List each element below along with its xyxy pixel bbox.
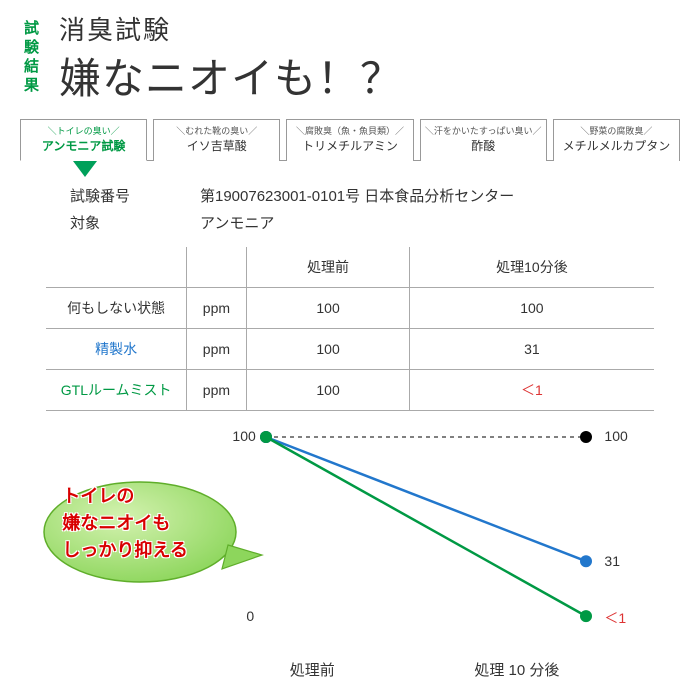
tab-title: トリメチルアミン <box>289 137 410 154</box>
tab-1[interactable]: ＼むれた靴の臭い／イソ吉草酸 <box>153 119 280 161</box>
table-row: 精製水ppm10031 <box>46 329 653 370</box>
info-value: 第19007623001-0101号 日本食品分析センター <box>200 185 514 206</box>
col-header: 処理前 <box>246 247 409 288</box>
tab-title: アンモニア試験 <box>23 137 144 154</box>
tab-2[interactable]: ＼腐敗臭（魚・魚貝類）／トリメチルアミン <box>286 119 413 161</box>
bubble-text: トイレの嫌なニオイもしっかり抑える <box>62 483 187 564</box>
row-before: 100 <box>246 370 409 411</box>
x-after: 処理 10 分後 <box>474 659 559 680</box>
info-label: 試験番号 <box>70 185 200 206</box>
tab-subtitle: ＼腐敗臭（魚・魚貝類）／ <box>289 124 410 137</box>
title-small: 消臭試験 <box>59 10 403 47</box>
row-after: 31 <box>410 329 654 370</box>
right-100: 100 <box>604 428 627 444</box>
title-big: 嫌なニオイも！？ <box>59 45 403 106</box>
col-header: 処理10分後 <box>410 247 654 288</box>
header: 試験結果 消臭試験 嫌なニオイも！？ <box>20 10 680 106</box>
x-axis-labels: 処理前 処理 10 分後 <box>220 655 629 680</box>
info-row: 試験番号第19007623001-0101号 日本食品分析センター <box>70 185 680 206</box>
side-label: 試験結果 <box>20 10 41 96</box>
active-tab-arrow <box>20 161 680 179</box>
tab-title: 酢酸 <box>423 137 544 154</box>
y-bottom-label: 0 <box>246 608 254 624</box>
tabs: ＼トイレの臭い／アンモニア試験＼むれた靴の臭い／イソ吉草酸＼腐敗臭（魚・魚貝類）… <box>20 118 680 161</box>
row-after: 100 <box>410 288 654 329</box>
row-before: 100 <box>246 288 409 329</box>
x-before: 処理前 <box>290 659 335 680</box>
info-block: 試験番号第19007623001-0101号 日本食品分析センター対象アンモニア <box>20 179 680 247</box>
row-before: 100 <box>246 329 409 370</box>
row-after: ＜1 <box>410 370 654 411</box>
tab-subtitle: ＼汗をかいたすっぱい臭い／ <box>423 124 544 137</box>
row-unit: ppm <box>186 288 246 329</box>
chart: 100 0 100 31 ＜1 トイレの嫌なニオイもしっかり抑える <box>46 425 653 655</box>
right-lt1: ＜1 <box>604 608 626 628</box>
tab-3[interactable]: ＼汗をかいたすっぱい臭い／酢酸 <box>420 119 547 161</box>
right-31: 31 <box>604 553 620 569</box>
info-value: アンモニア <box>200 212 274 233</box>
col-header <box>186 247 246 288</box>
tab-title: イソ吉草酸 <box>156 137 277 154</box>
info-row: 対象アンモニア <box>70 212 680 233</box>
table-row: 何もしない状態ppm100100 <box>46 288 653 329</box>
row-unit: ppm <box>186 329 246 370</box>
tab-0[interactable]: ＼トイレの臭い／アンモニア試験 <box>20 119 147 161</box>
tab-subtitle: ＼トイレの臭い／ <box>23 124 144 137</box>
y-top-label: 100 <box>232 428 255 444</box>
row-label: 何もしない状態 <box>46 288 186 329</box>
tab-title: メチルメルカプタン <box>556 137 677 154</box>
info-label: 対象 <box>70 212 200 233</box>
row-unit: ppm <box>186 370 246 411</box>
results-table: 処理前処理10分後何もしない状態ppm100100精製水ppm10031GTLル… <box>46 247 653 411</box>
table-row: GTLルームミストppm100＜1 <box>46 370 653 411</box>
tab-subtitle: ＼むれた靴の臭い／ <box>156 124 277 137</box>
row-label: GTLルームミスト <box>46 370 186 411</box>
row-label: 精製水 <box>46 329 186 370</box>
col-header <box>46 247 186 288</box>
tab-subtitle: ＼野菜の腐敗臭／ <box>556 124 677 137</box>
tab-4[interactable]: ＼野菜の腐敗臭／メチルメルカプタン <box>553 119 680 161</box>
